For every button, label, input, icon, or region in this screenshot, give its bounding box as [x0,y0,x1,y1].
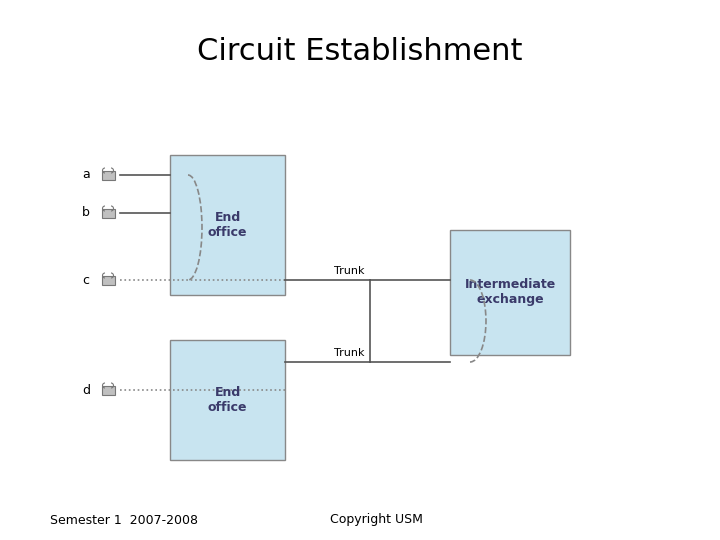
Bar [170,340,285,460]
Text: Trunk: Trunk [335,348,365,358]
Text: Circuit Establishment: Circuit Establishment [197,37,523,66]
Text: Semester 1  2007-2008: Semester 1 2007-2008 [50,514,198,526]
Bar [102,208,114,218]
Text: d: d [82,383,90,396]
Bar [102,171,114,179]
Text: b: b [82,206,90,219]
Text: Intermediate
exchange: Intermediate exchange [464,279,556,307]
Text: a: a [82,168,90,181]
Text: c: c [83,273,89,287]
Bar [170,155,285,295]
Text: Copyright USM: Copyright USM [330,514,423,526]
Text: Trunk: Trunk [335,266,365,276]
Bar [450,230,570,355]
Text: End
office: End office [208,386,247,414]
Bar [102,386,114,395]
Bar [102,275,114,285]
Text: End
office: End office [208,211,247,239]
